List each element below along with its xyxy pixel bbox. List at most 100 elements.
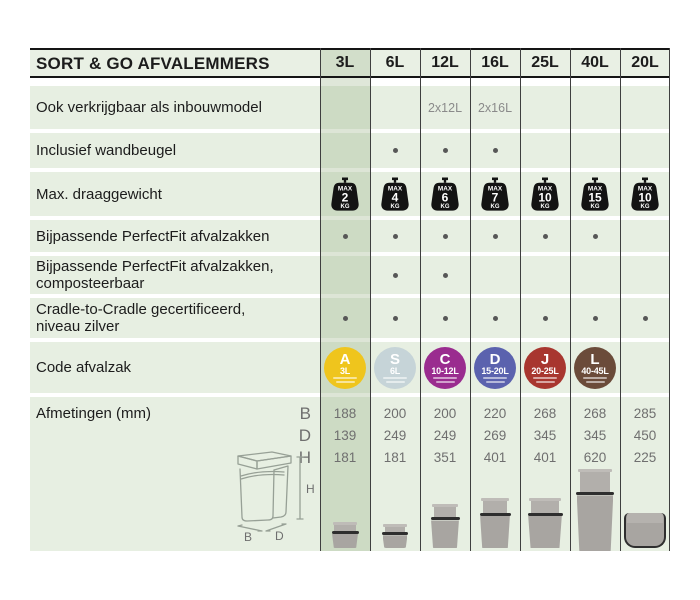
check-dot [542,233,548,239]
sketch-b-label: B [244,530,252,543]
row-afmetingen: Afmetingen (mm) B D H [30,397,670,551]
bag-code-badge-a: A 3L [324,346,366,389]
badge-fineprint [583,377,607,379]
badge-fineprint [535,380,555,383]
axis-d-label: D [298,426,311,445]
column-header-25l: 25L [531,54,559,71]
highlight-gap-segment [320,78,370,86]
bin-illustration-16l [479,498,511,548]
svg-text:MAX: MAX [488,185,503,192]
badge-fineprint [483,377,507,379]
column-header-40l: 40L [581,54,609,71]
check-dot [342,233,348,239]
svg-text:KG: KG [341,204,350,210]
dim-column-3l: 188 139 181 [320,397,370,551]
bin-illustration-20l [624,513,666,548]
dim-column-25l: 268 345 401 [520,397,570,551]
dim-d: 450 [633,428,657,443]
badge-fineprint [585,380,605,383]
row-label: Code afvalzak [30,342,320,397]
bin-illustration-40l [576,469,614,551]
dim-d: 249 [433,428,457,443]
svg-text:MAX: MAX [338,185,353,192]
badge-fineprint [335,380,355,383]
dim-b: 200 [433,406,457,421]
dim-h: 620 [583,450,607,465]
bag-code-letter: S [389,350,400,368]
row-inbouwmodel: Ook verkrijgbaar als inbouwmodel 2x12L 2… [30,86,670,133]
bag-code-letter: D [489,350,501,368]
dim-d: 345 [533,428,557,443]
svg-text:KG: KG [491,204,500,210]
row-label: Inclusief wandbeugel [30,133,320,172]
bag-code-range: 15-20L [481,365,509,376]
check-dot [442,148,448,153]
max-kg-value: 10 [538,191,552,205]
badge-fineprint [385,380,405,383]
bag-code-range: 40-45L [581,365,609,376]
comparison-table: SORT & GO AFVALEMMERS 3L 6L 12L 16L 25L … [30,48,670,551]
dim-column-12l: 200 249 351 [420,397,470,551]
svg-text:KG: KG [641,204,650,210]
dim-b: 268 [583,406,607,421]
bag-code-letter: A [339,350,351,368]
bag-code-range: 3L [339,365,351,376]
bag-code-letter: C [439,350,451,368]
axis-b-label: B [299,404,311,423]
dim-h: 225 [633,450,657,465]
check-dot [392,272,398,278]
bin-illustration-6l [382,524,408,548]
table-title: SORT & GO AFVALEMMERS [36,53,270,73]
dimension-axis-letters: B D H [299,403,311,469]
column-header-20l: 20L [631,54,659,71]
column-header-16l: 16L [481,54,509,71]
row-perfectfit-composteerbaar: Bijpassende PerfectFit afvalzakken, comp… [30,256,670,298]
bag-code-badge-s: S 6L [374,346,416,389]
bag-code-badge-l: L 40-45L [574,346,616,389]
row-label: Max. draaggewicht [30,172,320,220]
column-header-3l: 3L [320,50,370,76]
max-kg-value: 10 [638,191,652,205]
sketch-h-label: H [306,482,315,496]
check-dot [642,315,648,321]
row-cradle-to-cradle: Cradle-to-Cradle gecertificeerd, niveau … [30,298,670,342]
svg-text:MAX: MAX [588,185,603,192]
bag-code-letter: J [540,350,550,368]
svg-text:MAX: MAX [388,185,403,192]
row-label-line2: composteerbaar [36,275,145,292]
row-label: Ook verkrijgbaar als inbouwmodel [30,86,320,133]
max-kg-value: 2 [342,191,349,205]
dim-h: 181 [333,450,357,465]
dimensions-label: Afmetingen (mm) [36,405,152,422]
dim-d: 139 [333,428,357,443]
dim-b: 188 [333,406,357,421]
max-kg-value: 15 [588,191,602,205]
row-label-line2: niveau zilver [36,318,120,335]
dim-column-20l: 285 450 225 [620,397,670,551]
svg-text:MAX: MAX [538,185,553,192]
dim-column-6l: 200 249 181 [370,397,420,551]
check-dot [392,148,398,153]
badge-fineprint [383,377,407,379]
table-header-row: SORT & GO AFVALEMMERS 3L 6L 12L 16L 25L … [30,48,670,78]
check-dot [592,315,598,321]
dim-d: 345 [583,428,607,443]
badge-fineprint [533,377,557,379]
header-gap [30,78,670,86]
dim-b: 285 [633,406,657,421]
check-dot [442,272,448,278]
bin-dimension-sketch: H B D [237,451,315,543]
dim-column-40l: 268 345 620 [570,397,620,551]
row-label-line1: Cradle-to-Cradle gecertificeerd, [36,301,246,318]
check-dot [392,315,398,321]
svg-text:KG: KG [441,204,450,210]
badge-fineprint [485,380,505,383]
row-label-line1: Bijpassende PerfectFit afvalzakken, [36,258,274,275]
bag-code-badge-c: C 10-12L [424,346,466,389]
bin-illustration-25l [527,498,563,548]
dim-d: 249 [383,428,407,443]
